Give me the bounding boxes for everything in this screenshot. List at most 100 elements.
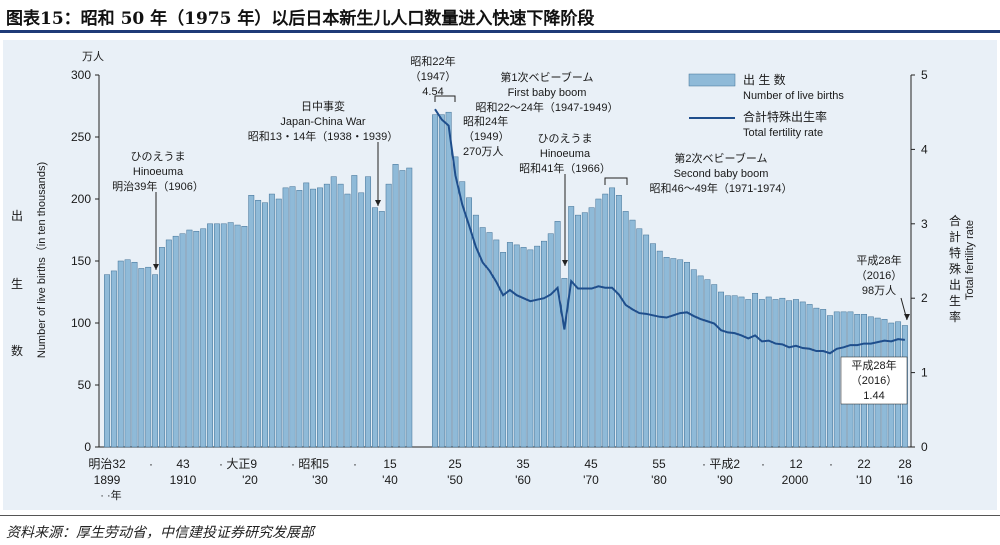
bar-1943 <box>406 167 413 448</box>
bar-1908 <box>165 239 172 448</box>
annotation-peak-1949: （1949） <box>463 130 509 143</box>
annotation-births-2016: （2016） <box>856 269 902 282</box>
bar-1904 <box>138 268 145 448</box>
annotation-tfr-2016-box <box>840 356 908 405</box>
bar-1995 <box>758 299 765 448</box>
bar-1918 <box>234 224 241 448</box>
bar-1986 <box>697 275 704 448</box>
bar-1906 <box>152 274 159 448</box>
bar-1973 <box>609 187 616 448</box>
x-tick-year: '40 <box>382 473 398 487</box>
bar-1997 <box>772 299 779 448</box>
bar-1933 <box>337 183 344 448</box>
x-tick-era: 28 <box>898 457 912 471</box>
ylabel-en: Number of live births（in ten thousands) <box>35 162 48 358</box>
y2label-en: Total fertility rate <box>964 220 976 300</box>
bar-1967 <box>568 206 575 448</box>
bar-1927 <box>296 190 303 448</box>
bar-1942 <box>399 170 406 448</box>
bar-1913 <box>200 228 207 448</box>
x-tick-era: · <box>761 457 765 471</box>
bar-1916 <box>220 223 227 448</box>
y2-tick-label: 1 <box>921 366 928 380</box>
bar-1981 <box>663 257 670 448</box>
bar-1957 <box>500 252 507 448</box>
y-tick-label: 250 <box>71 130 91 144</box>
bar-1959 <box>513 244 520 448</box>
annotation-peak-1947: 4.54 <box>422 86 443 98</box>
bar-1996 <box>765 296 772 448</box>
annotation-hinoeuma-1966: 昭和41年（1966） <box>519 161 611 175</box>
bar-1975 <box>622 211 629 448</box>
annotation-second-baby-boom: 第2次ベビーブーム <box>674 151 767 165</box>
legend-tfr-en: Total fertility rate <box>743 127 823 139</box>
annotation-war-arrow-head <box>375 200 381 206</box>
bar-1972 <box>602 193 609 448</box>
bar-2004 <box>820 309 827 448</box>
bar-1920 <box>248 195 255 448</box>
legend-swatch-births <box>688 73 736 87</box>
bar-1899 <box>104 274 110 448</box>
bar-1907 <box>159 247 165 448</box>
annotation-boom1-bracket <box>434 95 456 102</box>
x-tick-era: · <box>353 457 357 471</box>
annotation-hinoeuma-1906: Hinoeuma <box>133 166 184 178</box>
bar-1941 <box>392 164 399 448</box>
x-tick-year: '90 <box>717 473 733 487</box>
chart-panel: 0 50 100 150 200 250 300 0 1 2 3 4 5 万人出生数 Number of l… <box>3 40 997 510</box>
bar-1923 <box>268 193 275 448</box>
ylabel-cn-char: 出 <box>11 209 23 223</box>
bar-1965 <box>554 221 561 448</box>
y2-tick-label: 0 <box>921 440 928 454</box>
x-tick-era: · <box>829 457 833 471</box>
annotation-peak-1949: 昭和24年 <box>463 114 508 128</box>
bar-1911 <box>186 229 193 448</box>
y-tick-label: 150 <box>71 254 91 268</box>
x-tick-year: '60 <box>515 473 531 487</box>
x-tick-year: '80 <box>651 473 667 487</box>
x-tick-era: 45 <box>584 457 598 471</box>
y-tick-label: 200 <box>71 192 91 206</box>
annotation-second-baby-boom: Second baby boom <box>674 168 769 180</box>
annotation-second-baby-boom: 昭和46〜49年（1971-1974） <box>649 181 792 195</box>
x-tick-year: 1910 <box>170 473 197 487</box>
bar-1999 <box>786 300 793 448</box>
bar-1934 <box>344 193 351 448</box>
bar-1983 <box>677 259 684 448</box>
annotation-first-baby-boom: First baby boom <box>508 87 587 99</box>
bar-1977 <box>636 228 643 448</box>
bar-1994 <box>752 292 759 448</box>
x-tick-year: '30 <box>312 473 328 487</box>
bar-1937 <box>365 176 372 448</box>
annotation-peak-1947: 昭和22年 <box>410 54 455 68</box>
annotation-tfr-2016: 1.44 <box>863 390 884 402</box>
y2label-cn-char: 出 <box>949 278 961 292</box>
x-tick-era: 35 <box>516 457 530 471</box>
annotation-births-2016: 98万人 <box>862 284 896 297</box>
y2label-cn-char: 生 <box>949 294 961 308</box>
bar-1989 <box>718 291 724 448</box>
bar-2006 <box>833 311 840 448</box>
y2-tick-label: 3 <box>921 217 928 231</box>
bar-1978 <box>643 234 650 448</box>
bar-1952 <box>466 197 473 448</box>
bar-1988 <box>711 284 718 448</box>
bar-2000 <box>792 299 799 448</box>
bar-1915 <box>213 223 220 448</box>
y-tick-label: 300 <box>71 68 91 82</box>
bar-1987 <box>704 279 711 448</box>
annotation-peak-1949: 270万人 <box>463 145 503 158</box>
bar-1909 <box>172 235 179 448</box>
bar-1947 <box>432 114 438 448</box>
bar-1900 <box>110 270 117 448</box>
y-tick-label: 100 <box>71 316 91 330</box>
bar-1980 <box>656 250 663 448</box>
bar-1955 <box>486 232 493 448</box>
bar-1961 <box>527 249 534 448</box>
bar-1963 <box>541 240 547 448</box>
y2label-cn-char: 計 <box>949 229 961 244</box>
x-tick-year: 2000 <box>782 473 809 487</box>
x-tick-year: '20 <box>242 473 258 487</box>
legend-births-cn: 出 生 数 <box>743 72 786 87</box>
x-tick-year: '50 <box>447 473 463 487</box>
